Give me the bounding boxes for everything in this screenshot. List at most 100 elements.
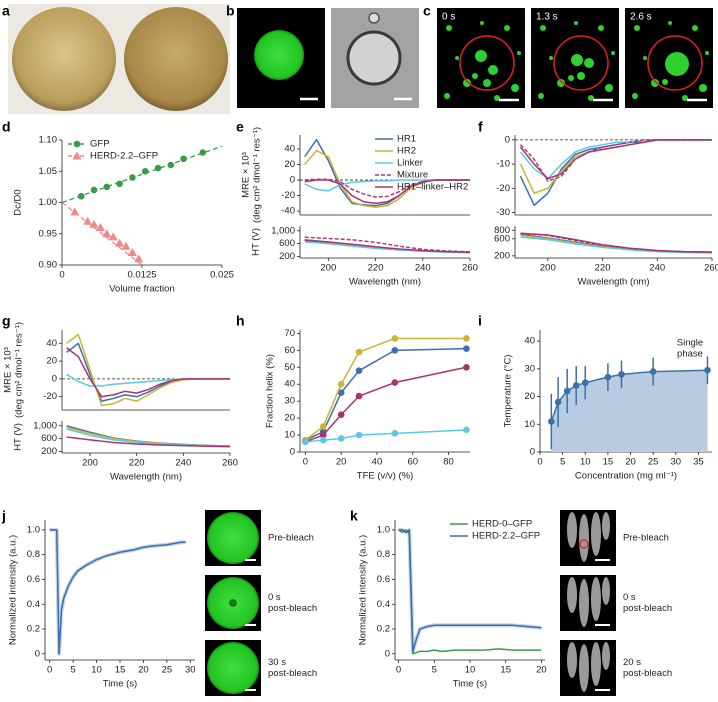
marker (95, 223, 105, 231)
droplet (549, 56, 553, 60)
x-tick-label: 25 (162, 665, 173, 676)
panel-label: b (226, 3, 235, 19)
y-axis-label: (deg cm² dmol⁻¹ res⁻¹) (14, 322, 25, 418)
panel-label: k (350, 508, 358, 524)
y-tick-label: -20 (43, 391, 57, 402)
condensate (591, 512, 601, 556)
y-tick-label: 1.0 (377, 524, 390, 535)
x-axis-label: Volume fraction (109, 284, 174, 295)
marker (141, 167, 149, 175)
x-tick-label: 15 (115, 665, 126, 676)
x-tick-label: 20 (536, 665, 547, 676)
droplet (463, 79, 471, 87)
bleach-region (579, 539, 589, 549)
condensate (602, 577, 610, 605)
x-tick-label: 5 (432, 665, 437, 676)
y-tick-label: 50 (284, 362, 295, 373)
marker (319, 431, 327, 439)
y-tick-label: 600 (279, 238, 295, 249)
x-tick-label: 35 (693, 457, 704, 468)
x-axis-label: Concentration (mg ml⁻¹) (575, 471, 677, 482)
image-caption: post-bleach (268, 668, 317, 679)
x-tick-label: 25 (648, 457, 659, 468)
annotation: phase (677, 349, 703, 360)
droplet (611, 51, 615, 55)
confidence-band (49, 527, 186, 656)
legend-label: Linker (397, 158, 423, 169)
marker (355, 392, 363, 400)
y-tick-label: -40 (281, 206, 295, 217)
y-tick-label: 0 (385, 648, 390, 659)
droplet (517, 51, 521, 55)
droplet (588, 95, 594, 101)
y-tick-label: 200 (279, 251, 295, 262)
line (398, 529, 542, 655)
legend-label: GFP (90, 139, 110, 150)
y-tick-label: 1.10 (39, 135, 58, 146)
panel-label: a (2, 3, 10, 19)
bleach-spot (229, 599, 237, 607)
region-marker (647, 35, 703, 91)
marker (102, 229, 112, 238)
droplet (584, 58, 594, 68)
droplet (568, 75, 574, 81)
droplet (571, 54, 583, 66)
y-tick-label: 200 (41, 446, 57, 457)
y-tick-label: 0.2 (27, 624, 40, 635)
y-tick-label: 70 (284, 328, 295, 339)
marker (129, 174, 136, 181)
marker (463, 426, 470, 434)
line (519, 139, 712, 180)
x-tick-label: 20 (138, 665, 149, 676)
x-axis-label: Time (s) (453, 679, 487, 690)
line (519, 139, 712, 207)
line (398, 529, 542, 653)
line (66, 436, 231, 448)
y-tick-label: 40 (284, 379, 295, 390)
y-tick-label: 200 (494, 250, 510, 261)
marker (554, 398, 562, 406)
droplet (662, 79, 668, 85)
y-axis-label: Normalized intensity (a.u.) (8, 535, 19, 645)
marker (391, 430, 399, 437)
droplet (444, 93, 450, 99)
marker (134, 254, 144, 263)
x-tick-label: 5 (560, 457, 565, 468)
x-tick-label: 80 (443, 457, 454, 468)
annotation: Single (677, 338, 703, 349)
y-tick-label: 10 (524, 419, 535, 430)
legend-label: Mixture (397, 170, 428, 181)
region-marker (553, 35, 609, 91)
y-tick-label: 0.4 (377, 599, 390, 610)
droplet (538, 93, 544, 99)
droplet (446, 25, 452, 31)
condensate (579, 514, 589, 562)
marker (103, 183, 111, 191)
x-tick-label: 240 (649, 263, 665, 274)
y-axis-label: Temperature (°C) (503, 355, 514, 428)
line (520, 233, 713, 254)
panel-label: i (478, 313, 482, 329)
x-tick-label: 240 (175, 458, 191, 469)
image-caption: 0 s (623, 592, 636, 603)
marker (355, 348, 363, 356)
region-marker (459, 35, 515, 91)
droplet (557, 79, 565, 87)
y-axis-label: Fraction helix (%) (265, 354, 276, 428)
x-axis-label: Wavelength (nm) (110, 472, 182, 483)
droplet (632, 93, 638, 99)
line (520, 232, 713, 253)
droplet (207, 512, 259, 564)
droplet (504, 25, 510, 31)
droplet (254, 30, 304, 80)
x-tick-label: 0 (537, 457, 542, 468)
x-tick-label: 30 (671, 457, 682, 468)
panel-label: h (236, 313, 245, 329)
legend-label: HERD-0–GFP (472, 519, 532, 530)
marker (618, 371, 625, 378)
y-tick-label: 0.6 (27, 574, 40, 585)
image-caption: Pre-bleach (268, 533, 314, 544)
x-tick-label: 5 (70, 665, 75, 676)
droplet (692, 25, 698, 31)
